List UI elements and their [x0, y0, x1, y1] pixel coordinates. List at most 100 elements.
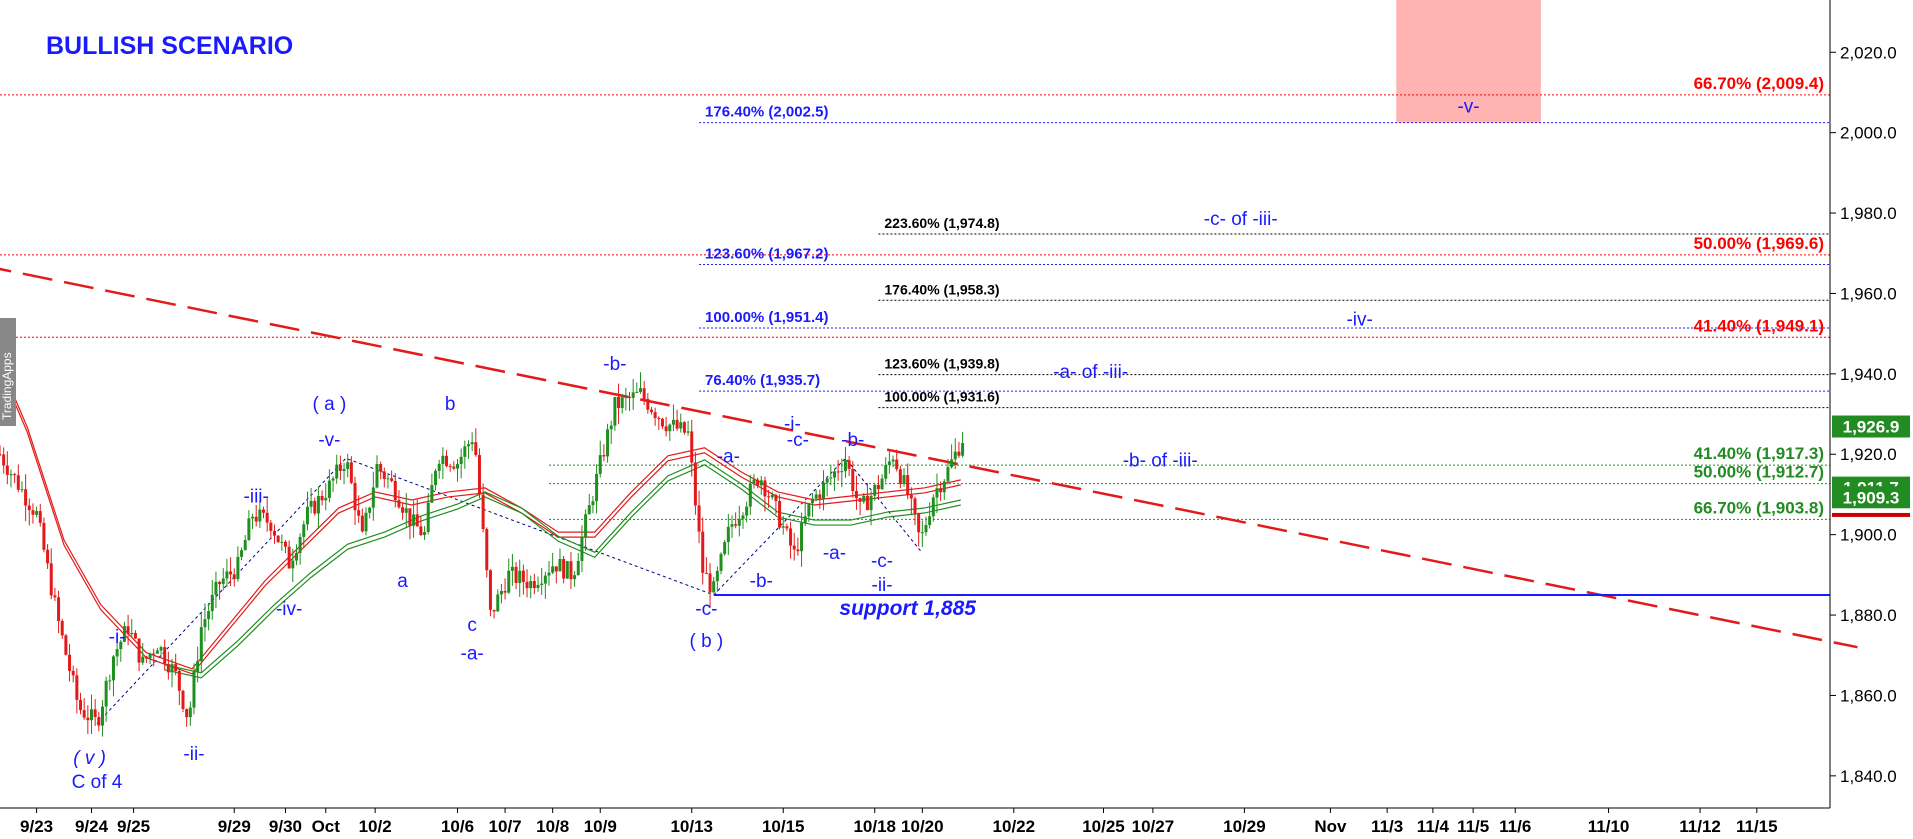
candle-body	[891, 459, 895, 462]
x-tick-label: 11/3	[1371, 817, 1403, 836]
candle-body	[404, 508, 408, 513]
candle-body	[814, 494, 818, 499]
candle-body	[543, 575, 547, 584]
candle-body	[939, 488, 943, 493]
candle-body	[287, 546, 291, 569]
candle-body	[412, 514, 416, 526]
candle-body	[221, 578, 225, 585]
candle-body	[609, 425, 613, 430]
candle-body	[778, 501, 782, 528]
candle-body	[382, 471, 386, 480]
candle-body	[745, 506, 749, 516]
candle-body	[708, 573, 712, 593]
x-tick-label: 10/6	[441, 817, 474, 836]
x-tick-label: 9/30	[269, 817, 302, 836]
candle-body	[163, 647, 167, 664]
candle-body	[657, 417, 661, 419]
candle-body	[917, 513, 921, 533]
candle-body	[185, 708, 189, 718]
candle-body	[401, 507, 405, 513]
candle-body	[639, 388, 642, 392]
candle-body	[737, 518, 741, 526]
candle-body	[602, 455, 606, 457]
candle-body	[31, 510, 35, 515]
candle-body	[862, 495, 866, 502]
candle-body	[148, 653, 152, 659]
candle-body	[854, 490, 858, 499]
candle-body	[159, 647, 163, 651]
candle-body	[265, 512, 269, 523]
price-tag	[1832, 486, 1910, 509]
candle-body	[470, 442, 474, 445]
candle-body	[335, 464, 339, 479]
x-tick-label: Nov	[1314, 817, 1347, 836]
candle-body	[97, 717, 101, 726]
candle-body	[770, 494, 774, 498]
candle-body	[759, 480, 763, 486]
candle-body	[521, 570, 525, 582]
level-label: 100.00% (1,951.4)	[705, 309, 828, 326]
x-tick-label: 11/5	[1457, 817, 1489, 836]
candle-body	[565, 561, 569, 579]
candle-body	[214, 581, 218, 595]
x-tick-label: 9/29	[218, 817, 251, 836]
level-label: 100.00% (1,931.6)	[884, 389, 999, 405]
candle-body	[9, 474, 13, 476]
candle-body	[953, 451, 957, 460]
level-label: 123.60% (1,967.2)	[705, 246, 828, 263]
y-tick-label: 2,020.0	[1840, 43, 1897, 62]
x-tick-label: 9/24	[75, 817, 109, 836]
level-label: 123.60% (1,939.8)	[884, 356, 999, 372]
candle-body	[316, 495, 320, 514]
candle-body	[514, 566, 518, 583]
wave-label: -a-	[823, 543, 846, 564]
candle-body	[704, 572, 708, 574]
wave-label: -a-	[717, 446, 740, 467]
x-tick-label: 11/10	[1588, 817, 1630, 836]
candle-body	[225, 571, 229, 579]
candle-body	[111, 656, 115, 681]
candle-body	[302, 524, 306, 537]
candle-body	[510, 566, 514, 571]
candle-body	[5, 465, 9, 475]
candle-body	[313, 500, 317, 514]
candle-body	[741, 515, 745, 519]
candle-body	[781, 526, 785, 528]
candle-body	[170, 664, 174, 673]
candle-body	[767, 496, 771, 498]
candle-body	[448, 466, 452, 468]
candle-body	[840, 471, 844, 473]
candle-body	[569, 561, 573, 580]
candle-body	[957, 451, 961, 456]
candle-body	[258, 509, 262, 522]
candle-body	[715, 570, 719, 582]
candle-body	[360, 515, 364, 532]
candle-body	[155, 650, 159, 654]
candle-body	[240, 550, 244, 557]
wave-a-path	[96, 457, 714, 724]
wave-label: -c-	[787, 430, 809, 451]
y-tick-label: 1,980.0	[1840, 204, 1897, 223]
candle-body	[858, 498, 862, 502]
candle-body	[353, 482, 357, 511]
candle-body	[485, 529, 489, 571]
candle-body	[144, 656, 148, 659]
candle-body	[408, 508, 412, 526]
candle-body	[477, 455, 481, 495]
y-tick-label: 1,900.0	[1840, 526, 1897, 545]
candle-body	[540, 583, 544, 585]
wave-label: -b-	[841, 430, 864, 451]
wave-label: -b- of -iii-	[1123, 450, 1198, 471]
y-tick-label: 1,840.0	[1840, 767, 1897, 786]
candle-body	[79, 699, 83, 711]
candle-body	[580, 536, 584, 561]
x-tick-label: 10/18	[853, 817, 896, 836]
candle-body	[730, 524, 734, 527]
candle-body	[811, 498, 815, 504]
wave-label: c	[467, 615, 477, 636]
candle-body	[701, 531, 705, 573]
candle-body	[697, 505, 701, 532]
candle-body	[529, 581, 533, 589]
candle-body	[748, 483, 752, 507]
